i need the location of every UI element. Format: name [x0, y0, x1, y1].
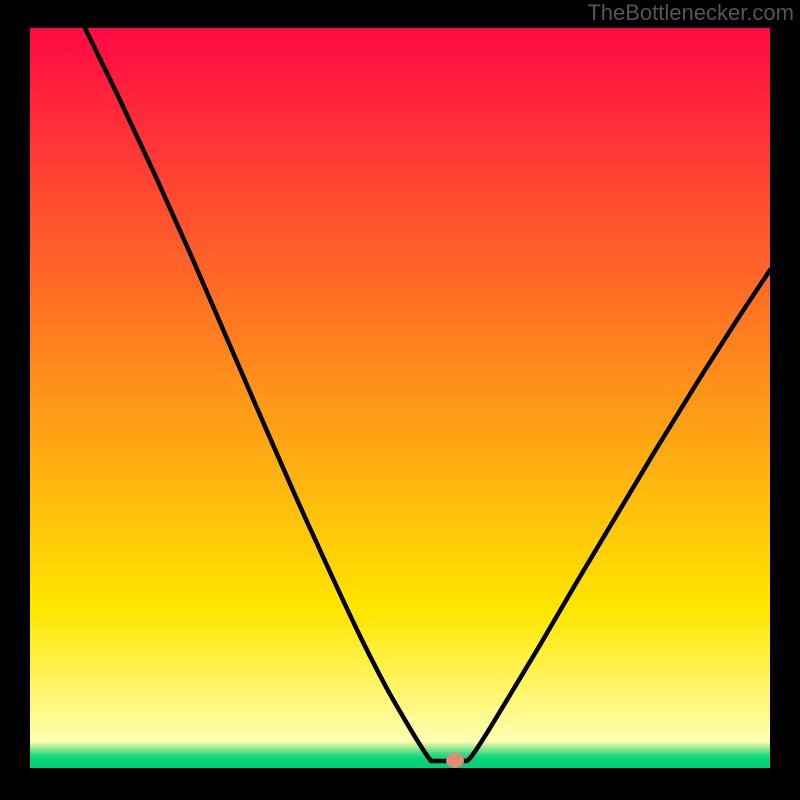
watermark-label: TheBottleneсker.com — [587, 0, 794, 26]
bottleneck-chart — [0, 0, 800, 800]
chart-stage: TheBottleneсker.com — [0, 0, 800, 800]
plot-gradient-background — [30, 28, 770, 769]
optimal-point-marker — [446, 753, 464, 768]
